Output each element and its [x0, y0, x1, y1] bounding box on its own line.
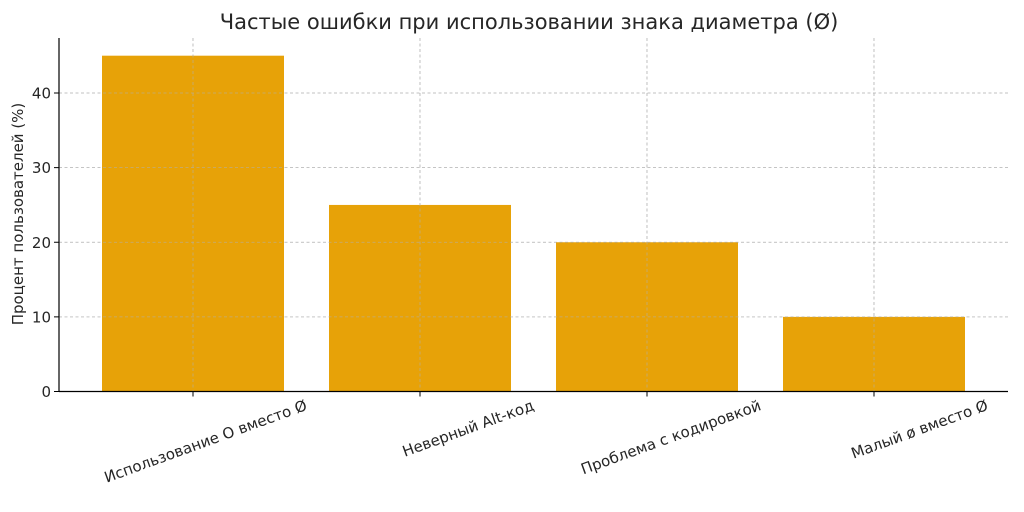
- bar: [556, 242, 738, 392]
- x-tick-label: Неверный Alt-код: [400, 396, 536, 460]
- chart-title: Частые ошибки при использовании знака ди…: [220, 10, 839, 34]
- x-tick-label: Малый ø вместо Ø: [849, 396, 991, 462]
- y-tick-label: 10: [32, 308, 51, 326]
- y-tick-label: 40: [32, 85, 51, 103]
- x-tick-label: Проблема с кодировкой: [578, 396, 763, 478]
- y-tick-label: 30: [32, 159, 51, 177]
- y-tick-label: 20: [32, 234, 51, 252]
- x-tick-label: Использование O вместо Ø: [102, 396, 310, 486]
- y-axis-ticks: 0 10 20 30 40: [32, 85, 59, 401]
- y-axis-label: Процент пользователей (%): [9, 103, 27, 326]
- grid-lines-overlay: [59, 38, 1008, 392]
- bars: [102, 55, 965, 392]
- y-tick-label: 0: [41, 383, 51, 401]
- x-axis-ticks: Использование O вместо Ø Неверный Alt-код…: [102, 391, 991, 487]
